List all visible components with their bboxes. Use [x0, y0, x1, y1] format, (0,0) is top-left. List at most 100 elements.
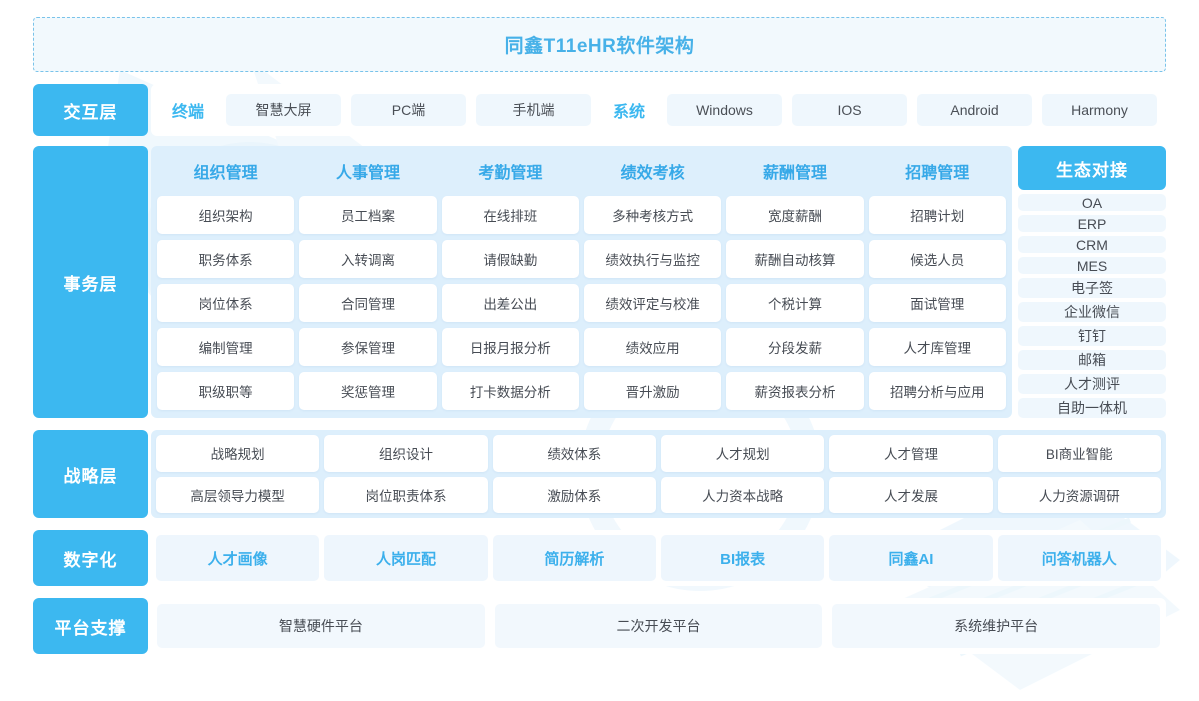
business-column-head-人事管理: 人事管理: [335, 165, 400, 182]
strategy-cell-绩效体系[interactable]: 绩效体系: [492, 435, 656, 472]
digital-cell-同鑫AI[interactable]: 同鑫AI: [829, 535, 993, 581]
business-cell-奖惩管理[interactable]: 奖惩管理: [299, 372, 437, 410]
interaction-layer-row: 交互层 终端 智慧大屏 PC端 手机端 系统 Windows IOS Andro…: [33, 84, 1166, 136]
business-layer-body: 组织管理 组织架构 职务体系 岗位体系 编制管理 职级职等 人事管理 员工档案 入转调离 合同管理…: [151, 146, 1166, 418]
strategy-cell-高层领导力模型[interactable]: 高层领导力模型: [156, 476, 320, 513]
ecosystem-cell-OA[interactable]: OA: [1018, 194, 1166, 211]
digital-cell-人岗匹配[interactable]: 人岗匹配: [324, 535, 488, 581]
business-cell-组织架构[interactable]: 组织架构: [157, 196, 295, 234]
interaction-layer-body: 终端 智慧大屏 PC端 手机端 系统 Windows IOS Android H…: [151, 84, 1166, 136]
business-cell-个税计算[interactable]: 个税计算: [726, 284, 864, 322]
digital-cell-BI报表[interactable]: BI报表: [660, 535, 825, 581]
business-cell-参保管理[interactable]: 参保管理: [299, 328, 437, 366]
business-column-head-薪酬管理: 薪酬管理: [762, 165, 827, 182]
platform-layer-body: 智慧硬件平台 二次开发平台 系统维护平台: [151, 598, 1166, 654]
business-cell-宽度薪酬[interactable]: 宽度薪酬: [726, 196, 864, 234]
digital-layer-body: 人才画像 人岗匹配 简历解析 BI报表 同鑫AI 问答机器人: [151, 530, 1166, 586]
chip-android[interactable]: Android: [917, 94, 1032, 126]
strategy-cell-人才规划[interactable]: 人才规划: [660, 435, 825, 472]
ecosystem-cell-电子签[interactable]: 电子签: [1018, 278, 1166, 298]
business-cell-薪资报表分析[interactable]: 薪资报表分析: [726, 372, 864, 410]
chip-harmony[interactable]: Harmony: [1042, 94, 1157, 126]
layer-tag-interaction: 交互层: [33, 84, 148, 136]
ecosystem-cell-企业微信[interactable]: 企业微信: [1018, 302, 1166, 322]
platform-cell-系统维护平台[interactable]: 系统维护平台: [832, 604, 1161, 648]
strategy-row-2: 高层领导力模型 岗位职责体系 激励体系 人力资本战略 人才发展 人力资源调研: [156, 476, 1161, 513]
business-column-人事管理: 人事管理员工档案入转调离合同管理参保管理奖惩管理: [299, 152, 437, 410]
ecosystem-cell-ERP[interactable]: ERP: [1018, 215, 1166, 232]
platform-cell-智慧硬件平台[interactable]: 智慧硬件平台: [157, 604, 485, 648]
business-cell-出差公出[interactable]: 出差公出: [441, 284, 579, 322]
business-cell-薪酬自动核算[interactable]: 薪酬自动核算: [726, 240, 864, 278]
ecosystem-cell-自助一体机[interactable]: 自助一体机: [1018, 398, 1166, 418]
business-cell-面试管理[interactable]: 面试管理: [868, 284, 1006, 322]
business-cell-岗位体系[interactable]: 岗位体系: [157, 284, 295, 322]
business-module-grid: 组织管理 组织架构 职务体系 岗位体系 编制管理 职级职等 人事管理 员工档案 入转调离 合同管理…: [151, 146, 1012, 418]
business-cell-招聘分析与应用[interactable]: 招聘分析与应用: [868, 372, 1006, 410]
business-cell-绩效评定与校准[interactable]: 绩效评定与校准: [583, 284, 722, 322]
business-column-考勤管理: 考勤管理在线排班请假缺勤出差公出日报月报分析 打卡数据分析: [441, 152, 579, 410]
digital-cell-人才画像[interactable]: 人才画像: [156, 535, 320, 581]
business-cell-招聘计划[interactable]: 招聘计划: [868, 196, 1006, 234]
business-cell-绩效应用[interactable]: 绩效应用: [583, 328, 722, 366]
strategy-cell-岗位职责体系[interactable]: 岗位职责体系: [324, 476, 488, 513]
chip-smart-screen[interactable]: 智慧大屏: [226, 94, 341, 126]
ecosystem-cell-MES[interactable]: MES: [1018, 257, 1166, 274]
ecosystem-cell-CRM[interactable]: CRM: [1018, 236, 1166, 253]
ecosystem-cell-邮箱[interactable]: 邮箱: [1018, 350, 1166, 370]
digital-cell-简历解析[interactable]: 简历解析: [492, 535, 656, 581]
business-cell-请假缺勤[interactable]: 请假缺勤: [441, 240, 579, 278]
layer-tag-digital: 数字化: [33, 530, 148, 586]
strategy-cell-战略规划[interactable]: 战略规划: [156, 435, 320, 472]
business-cell-人才库管理[interactable]: 人才库管理: [868, 328, 1006, 366]
chip-pc[interactable]: PC端: [351, 94, 466, 126]
ecosystem-cell-人才测评[interactable]: 人才测评: [1018, 374, 1166, 394]
page-title-banner: 同鑫T11eHR软件架构: [33, 17, 1166, 72]
business-cell-晋升激励[interactable]: 晋升激励: [583, 372, 722, 410]
business-cell-职务体系[interactable]: 职务体系: [157, 240, 295, 278]
business-cell-编制管理[interactable]: 编制管理: [157, 328, 295, 366]
business-cell-打卡数据分析[interactable]: 打卡数据分析: [441, 372, 579, 410]
architecture-diagram: 同鑫T11eHR软件架构 交互层 终端 智慧大屏 PC端 手机端 系统 Wind…: [33, 17, 1166, 685]
strategy-row-1: 战略规划 组织设计 绩效体系 人才规划 人才管理 BI商业智能: [156, 435, 1161, 472]
business-cell-候选人员[interactable]: 候选人员: [868, 240, 1006, 278]
business-cell-绩效执行与监控[interactable]: 绩效执行与监控: [583, 240, 722, 278]
layer-tag-business: 事务层: [33, 146, 148, 418]
business-cell-分段发薪[interactable]: 分段发薪: [726, 328, 864, 366]
chip-mobile[interactable]: 手机端: [476, 94, 591, 126]
group-label-system: 系统: [612, 104, 645, 121]
digital-layer-row: 数字化 人才画像 人岗匹配 简历解析 BI报表 同鑫AI 问答机器人: [33, 530, 1166, 586]
strategy-cell-人力资本战略[interactable]: 人力资本战略: [660, 476, 825, 513]
business-column-head-招聘管理: 招聘管理: [905, 165, 970, 182]
strategy-layer-row: 战略层 战略规划 组织设计 绩效体系 人才规划 人才管理 BI商业智能 高层领导力模型 岗位…: [33, 430, 1166, 518]
strategy-cell-组织设计[interactable]: 组织设计: [324, 435, 488, 472]
layer-tag-strategy: 战略层: [33, 430, 148, 518]
business-column-head-考勤管理: 考勤管理: [478, 165, 543, 182]
chip-ios[interactable]: IOS: [792, 94, 907, 126]
platform-cell-二次开发平台[interactable]: 二次开发平台: [494, 604, 823, 648]
business-cell-职级职等[interactable]: 职级职等: [157, 372, 295, 410]
business-column-组织管理: 组织管理 组织架构 职务体系 岗位体系 编制管理 职级职等: [157, 152, 295, 410]
page-title: 同鑫T11eHR软件架构: [504, 36, 695, 57]
strategy-cell-人才发展[interactable]: 人才发展: [829, 476, 993, 513]
business-cell-日报月报分析[interactable]: 日报月报分析: [441, 328, 579, 366]
ecosystem-cell-钉钉[interactable]: 钉钉: [1018, 326, 1166, 346]
ecosystem-column: 生态对接 OA ERP CRM MES 电子签企业微信钉钉邮箱人才测评自助一体机: [1018, 146, 1166, 418]
business-column-绩效考核: 绩效考核 多种考核方式 绩效执行与监控 绩效评定与校准 绩效应用 晋升激励: [583, 152, 722, 410]
strategy-cell-人才管理[interactable]: 人才管理: [829, 435, 993, 472]
strategy-cell-激励体系[interactable]: 激励体系: [492, 476, 656, 513]
strategy-layer-body: 战略规划 组织设计 绩效体系 人才规划 人才管理 BI商业智能 高层领导力模型 岗位职责体系…: [151, 430, 1166, 518]
business-cell-多种考核方式[interactable]: 多种考核方式: [583, 196, 722, 234]
layer-tag-platform: 平台支撑: [33, 598, 148, 654]
chip-windows[interactable]: Windows: [667, 94, 782, 126]
business-column-招聘管理: 招聘管理招聘计划候选人员面试管理人才库管理招聘分析与应用: [868, 152, 1006, 410]
business-cell-合同管理[interactable]: 合同管理: [299, 284, 437, 322]
business-cell-员工档案[interactable]: 员工档案: [299, 196, 437, 234]
business-cell-入转调离[interactable]: 入转调离: [299, 240, 437, 278]
strategy-cell-BI商业智能[interactable]: BI商业智能: [997, 435, 1161, 472]
ecosystem-head: 生态对接: [1018, 146, 1166, 190]
strategy-cell-人力资源调研[interactable]: 人力资源调研: [997, 476, 1161, 513]
platform-layer-row: 平台支撑 智慧硬件平台 二次开发平台 系统维护平台: [33, 598, 1166, 654]
digital-cell-问答机器人[interactable]: 问答机器人: [997, 535, 1161, 581]
business-cell-在线排班[interactable]: 在线排班: [441, 196, 579, 234]
